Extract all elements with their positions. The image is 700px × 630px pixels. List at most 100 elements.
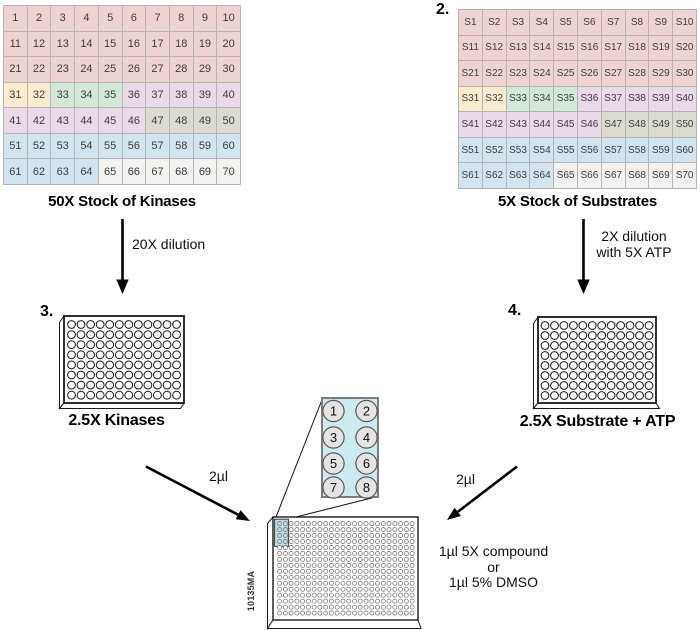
- well: [153, 360, 162, 370]
- well: [357, 527, 363, 533]
- compound-note: 1µl 5X compound or 1µl 5% DMSO: [438, 543, 549, 590]
- well: [76, 370, 86, 380]
- well: [597, 391, 607, 400]
- grid-cell-28: 28: [169, 57, 193, 82]
- well: [616, 381, 625, 390]
- well: [294, 586, 300, 592]
- grid-cell-55: 55: [98, 133, 122, 159]
- well: [587, 381, 597, 390]
- well: [352, 556, 357, 562]
- well: [346, 562, 352, 568]
- grid-cell-S34: S34: [530, 86, 554, 112]
- well: [95, 350, 105, 360]
- well: [392, 598, 398, 604]
- inset-well-number: 1: [330, 404, 337, 419]
- well: [288, 545, 294, 550]
- well: [134, 380, 143, 390]
- well: [294, 545, 300, 550]
- well: [606, 371, 616, 380]
- well: [340, 556, 346, 562]
- well: [277, 521, 283, 527]
- well: [403, 586, 409, 592]
- well: [317, 521, 323, 527]
- well: [317, 592, 323, 598]
- well: [76, 390, 86, 400]
- well: [380, 551, 386, 556]
- well: [550, 391, 559, 400]
- substrate-grid-title: 5X Stock of Substrates: [498, 193, 657, 210]
- well: [114, 380, 124, 390]
- well: [569, 371, 578, 380]
- well: [162, 330, 172, 340]
- grid-cell-S67: S67: [601, 163, 625, 188]
- well: [392, 521, 398, 527]
- well: [403, 568, 409, 574]
- grid-cell-23: 23: [51, 57, 75, 82]
- well: [288, 610, 294, 616]
- well: [317, 604, 323, 610]
- well: [67, 370, 76, 380]
- grid-cell-S44: S44: [530, 112, 554, 137]
- well: [386, 562, 392, 568]
- well: [328, 545, 334, 550]
- well: [380, 521, 386, 527]
- well: [300, 604, 306, 610]
- grid-cell-S18: S18: [625, 35, 649, 61]
- well: [363, 545, 369, 550]
- well: [300, 592, 306, 598]
- well: [540, 331, 550, 340]
- well: [172, 360, 182, 370]
- well: [288, 580, 294, 586]
- well: [143, 390, 153, 400]
- well: [288, 551, 294, 556]
- well: [398, 568, 404, 574]
- well: [403, 592, 409, 598]
- well: [277, 545, 283, 550]
- well: [305, 586, 311, 592]
- well: [375, 539, 380, 544]
- well: [340, 592, 346, 598]
- grid-cell-S40: S40: [673, 86, 696, 112]
- well: [352, 533, 357, 538]
- grid-cell-41: 41: [4, 108, 27, 133]
- grid-cell-63: 63: [51, 159, 75, 184]
- grid-cell-S19: S19: [649, 35, 673, 61]
- well: [95, 340, 105, 350]
- grid-cell-S29: S29: [649, 61, 673, 86]
- well: [375, 586, 380, 592]
- inset-well-number: 5: [330, 456, 337, 471]
- grid-cell-62: 62: [27, 159, 51, 184]
- well: [105, 340, 115, 350]
- well: [357, 574, 363, 580]
- well: [334, 521, 340, 527]
- grid-cell-S59: S59: [649, 137, 673, 163]
- well: [375, 598, 380, 604]
- well: [409, 551, 415, 556]
- inset-well-number: 6: [363, 456, 370, 471]
- well: [369, 586, 375, 592]
- well: [392, 562, 398, 568]
- well: [569, 361, 578, 370]
- well: [305, 574, 311, 580]
- well: [311, 568, 317, 574]
- well: [162, 320, 172, 329]
- well: [386, 568, 392, 574]
- well: [76, 350, 86, 360]
- grid-cell-S11: S11: [459, 35, 482, 61]
- well: [644, 391, 654, 400]
- well: [392, 533, 398, 538]
- well: [550, 381, 559, 390]
- well: [369, 568, 375, 574]
- well: [635, 321, 644, 330]
- grid-cell-S25: S25: [554, 61, 577, 86]
- inset-well-number: 4: [363, 430, 370, 445]
- well: [398, 521, 404, 527]
- well: [294, 580, 300, 586]
- grid-cell-S21: S21: [459, 61, 482, 86]
- well: [311, 551, 317, 556]
- grid-cell-S43: S43: [506, 112, 530, 137]
- grid-cell-S41: S41: [459, 112, 482, 137]
- well: [328, 527, 334, 533]
- well: [403, 551, 409, 556]
- well: [323, 545, 329, 550]
